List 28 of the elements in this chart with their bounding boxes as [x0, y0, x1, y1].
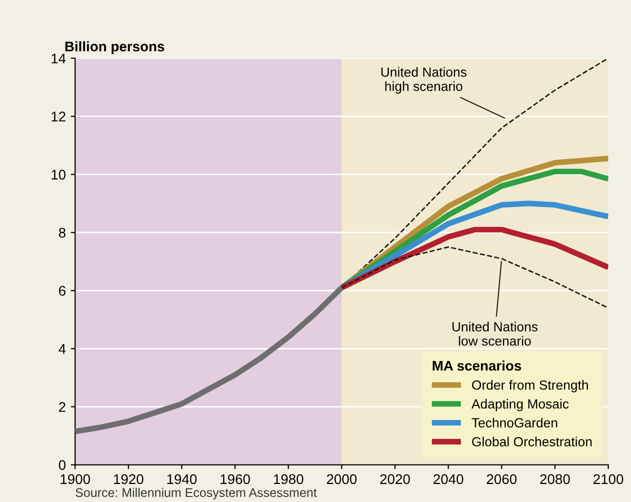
y-tick-label: 2: [59, 402, 66, 412]
annotation: United Nations low scenario: [452, 322, 538, 346]
x-tick-label: 1980: [274, 474, 304, 484]
x-tick-label: 1920: [114, 474, 144, 484]
legend-label: Order from Strength: [472, 380, 588, 392]
legend-label: TechnoGarden: [472, 418, 558, 428]
y-tick-label: 12: [52, 112, 66, 122]
annotation: United Nations high scenario: [381, 67, 466, 94]
legend-label: Global Orchestration: [472, 436, 592, 446]
y-axis-title: Billion persons: [65, 41, 164, 54]
y-tick-label: 8: [58, 228, 66, 238]
x-tick-label: 2060: [486, 474, 517, 484]
x-tick-label: 2100: [594, 474, 624, 484]
y-tick-label: 4: [58, 344, 66, 354]
x-tick-label: 1940: [167, 474, 197, 484]
y-tick-label: 0: [58, 460, 66, 470]
x-tick-label: 2000: [326, 474, 357, 484]
source-note: Source: Millennium Ecosystem Assessment: [76, 488, 317, 500]
x-tick-label: 1960: [220, 474, 250, 484]
legend-title: MA scenarios: [432, 360, 522, 371]
x-tick-label: 2040: [434, 474, 464, 484]
legend-label: Adapting Mosaic: [471, 398, 569, 412]
x-tick-label: 2020: [380, 474, 410, 484]
x-tick-label: 2080: [540, 474, 570, 484]
y-tick-label: 14: [52, 54, 66, 64]
x-tick-label: 1900: [60, 474, 90, 484]
y-tick-label: 6: [59, 286, 66, 296]
y-tick-label: 10: [52, 170, 66, 180]
